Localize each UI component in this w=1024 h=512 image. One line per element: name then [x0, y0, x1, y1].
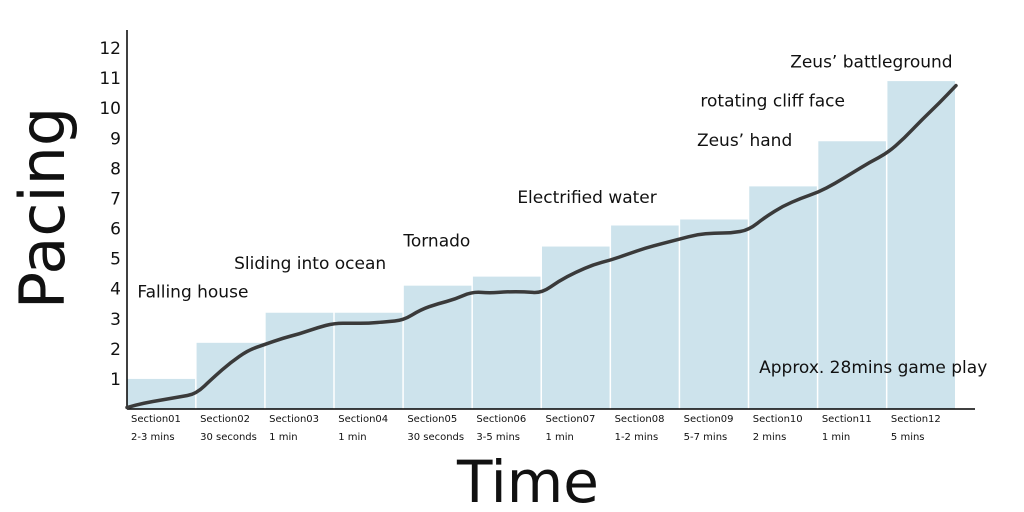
y-tick-label: 5 [110, 250, 121, 270]
x-section-duration: 5-7 mins [684, 432, 728, 443]
y-tick-label: 3 [110, 310, 121, 330]
bar-section02 [196, 342, 265, 409]
x-section-duration: 30 seconds [200, 432, 257, 443]
x-section-name: Section02 [200, 414, 250, 425]
pacing-curve-line [125, 83, 958, 410]
annotation-label: rotating cliff face [700, 92, 845, 112]
x-section-duration: 1 min [822, 432, 850, 443]
bar-section05 [403, 285, 472, 409]
x-section-name: Section10 [753, 414, 803, 425]
x-section-name: Section01 [131, 414, 181, 425]
annotation-label: Sliding into ocean [234, 254, 386, 274]
x-section-name: Section08 [615, 414, 665, 425]
y-tick-label: 7 [110, 189, 121, 209]
annotation-label: Approx. 28mins game play [759, 358, 987, 378]
annotation-label: Tornado [402, 232, 470, 252]
x-axis-section-labels: Section01 2-3 mins Section02 30 seconds Sect… [131, 414, 941, 443]
bar-section10 [749, 186, 817, 409]
y-tick-label: 1 [110, 370, 121, 390]
y-tick-label: 8 [110, 159, 121, 179]
y-tick-label: 12 [99, 39, 121, 59]
y-tick-label: 11 [99, 69, 121, 89]
bar-section06 [472, 276, 541, 409]
x-section-duration: 2-3 mins [131, 432, 175, 443]
y-axis-title: Pacing [6, 107, 79, 310]
x-section-duration: 3-5 mins [476, 432, 520, 443]
x-section-duration: 1 min [338, 432, 366, 443]
y-tick-label: 9 [110, 129, 121, 149]
x-section-duration: 1 min [546, 432, 574, 443]
y-tick-label: 2 [110, 340, 121, 360]
annotation-label: Electrified water [517, 188, 656, 208]
annotation-label: Falling house [137, 283, 248, 303]
bar-section12 [887, 81, 955, 409]
x-section-name: Section03 [269, 414, 319, 425]
bar-section03 [265, 312, 334, 409]
x-section-name: Section12 [891, 414, 941, 425]
x-axis-title: Time [456, 448, 599, 512]
annotation-label: Zeus’ hand [697, 131, 792, 151]
x-section-name: Section04 [338, 414, 388, 425]
x-section-name: Section09 [684, 414, 734, 425]
x-section-name: Section05 [407, 414, 457, 425]
annotations-group: Falling house Sliding into ocean Tornado El… [137, 53, 987, 378]
annotation-label: Zeus’ battleground [790, 53, 952, 73]
y-tick-label: 10 [99, 99, 121, 119]
x-section-name: Section11 [822, 414, 872, 425]
bar-section08 [611, 225, 679, 409]
bar-section09 [680, 219, 748, 409]
x-section-name: Section07 [546, 414, 596, 425]
x-section-duration: 1 min [269, 432, 297, 443]
x-section-duration: 5 mins [891, 432, 925, 443]
bar-section04 [334, 312, 403, 409]
y-tick-label: 4 [110, 280, 121, 300]
x-section-duration: 1-2 mins [615, 432, 659, 443]
x-section-duration: 2 mins [753, 432, 787, 443]
x-section-duration: 30 seconds [407, 432, 464, 443]
y-tick-label: 6 [110, 220, 121, 240]
x-section-name: Section06 [476, 414, 526, 425]
